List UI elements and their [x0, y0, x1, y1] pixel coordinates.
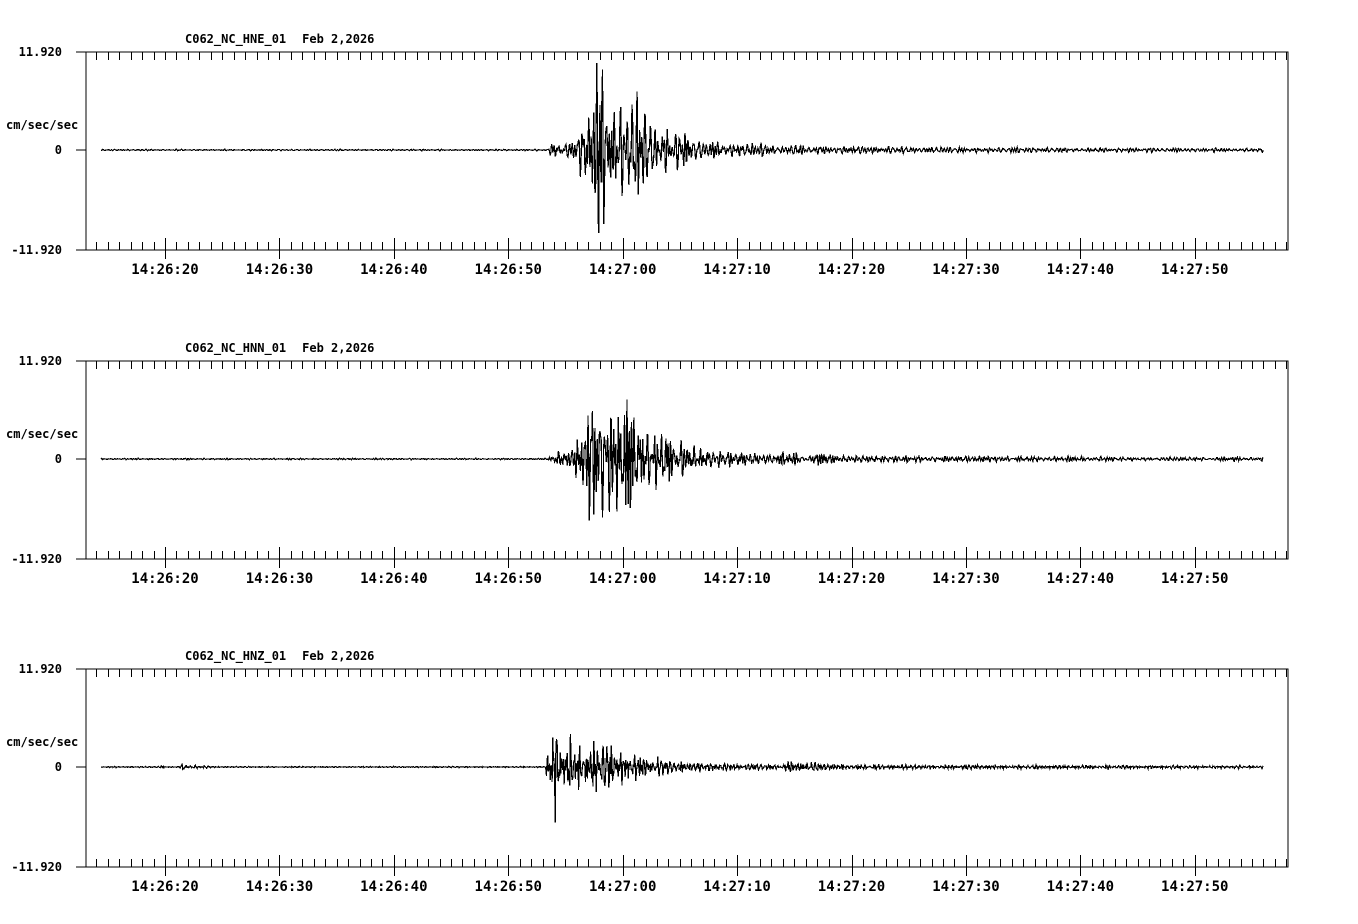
time-tick-label: 14:27:20: [817, 879, 886, 895]
date-label: Feb 2,2026: [302, 649, 375, 663]
y-axis-max-label: 11.920: [18, 45, 62, 59]
time-tick-label: 14:27:30: [932, 571, 1000, 587]
time-tick-label: 14:26:40: [360, 262, 428, 278]
time-tick-label: 14:27:20: [817, 571, 886, 587]
y-axis-max-label: 11.920: [18, 354, 62, 368]
time-tick-label: 14:26:20: [131, 262, 199, 278]
time-tick-label: 14:27:50: [1161, 879, 1229, 895]
time-tick-label: 14:26:30: [245, 262, 314, 278]
time-tick-label: 14:27:10: [703, 262, 771, 278]
y-axis-unit-label: cm/sec/sec: [6, 118, 79, 132]
time-tick-label: 14:27:10: [703, 571, 771, 587]
waveform-plot-hnn: [76, 360, 1289, 568]
time-tick-label: 14:27:50: [1161, 571, 1229, 587]
time-tick-label: 14:26:30: [245, 571, 314, 587]
station-channel-label: C062_NC_HNE_01: [185, 32, 287, 46]
station-channel-label: C062_NC_HNN_01: [185, 341, 287, 355]
y-axis-unit-label: cm/sec/sec: [6, 427, 79, 441]
time-tick-label: 14:27:00: [588, 879, 657, 895]
time-tick-label: 14:26:50: [474, 571, 542, 587]
y-axis-max-label: 11.920: [18, 662, 62, 676]
time-tick-label: 14:26:20: [131, 571, 199, 587]
y-axis-unit-label: cm/sec/sec: [6, 735, 79, 749]
panel-title-hnz: C062_NC_HNZ_01 Feb 2,2026: [185, 649, 374, 663]
time-tick-label: 14:27:20: [817, 262, 886, 278]
time-tick-label: 14:27:40: [1046, 262, 1115, 278]
y-axis-zero-label: 0: [54, 143, 62, 157]
time-tick-label: 14:27:50: [1161, 262, 1229, 278]
panel-title-hne: C062_NC_HNE_01 Feb 2,2026: [185, 32, 374, 46]
waveform-plot-hnz: [76, 668, 1289, 876]
station-channel-label: C062_NC_HNZ_01: [185, 649, 287, 663]
time-tick-label: 14:26:40: [360, 571, 428, 587]
date-label: Feb 2,2026: [302, 341, 375, 355]
time-tick-label: 14:27:30: [932, 262, 1000, 278]
time-tick-label: 14:26:40: [360, 879, 428, 895]
time-tick-label: 14:27:10: [703, 879, 771, 895]
y-axis-zero-label: 0: [54, 760, 62, 774]
time-tick-label: 14:26:30: [245, 879, 314, 895]
time-tick-label: 14:26:50: [474, 879, 542, 895]
panel-title-hnn: C062_NC_HNN_01 Feb 2,2026: [185, 341, 374, 355]
y-axis-min-label: -11.920: [11, 243, 62, 257]
time-tick-label: 14:26:20: [131, 879, 199, 895]
waveform-plot-hne: [76, 51, 1289, 259]
time-tick-label: 14:27:00: [588, 571, 657, 587]
time-tick-label: 14:27:00: [588, 262, 657, 278]
time-tick-label: 14:26:50: [474, 262, 542, 278]
y-axis-min-label: -11.920: [11, 860, 62, 874]
date-label: Feb 2,2026: [302, 32, 375, 46]
time-tick-label: 14:27:40: [1046, 879, 1115, 895]
time-tick-label: 14:27:40: [1046, 571, 1115, 587]
y-axis-zero-label: 0: [54, 452, 62, 466]
time-tick-label: 14:27:30: [932, 879, 1000, 895]
y-axis-min-label: -11.920: [11, 552, 62, 566]
